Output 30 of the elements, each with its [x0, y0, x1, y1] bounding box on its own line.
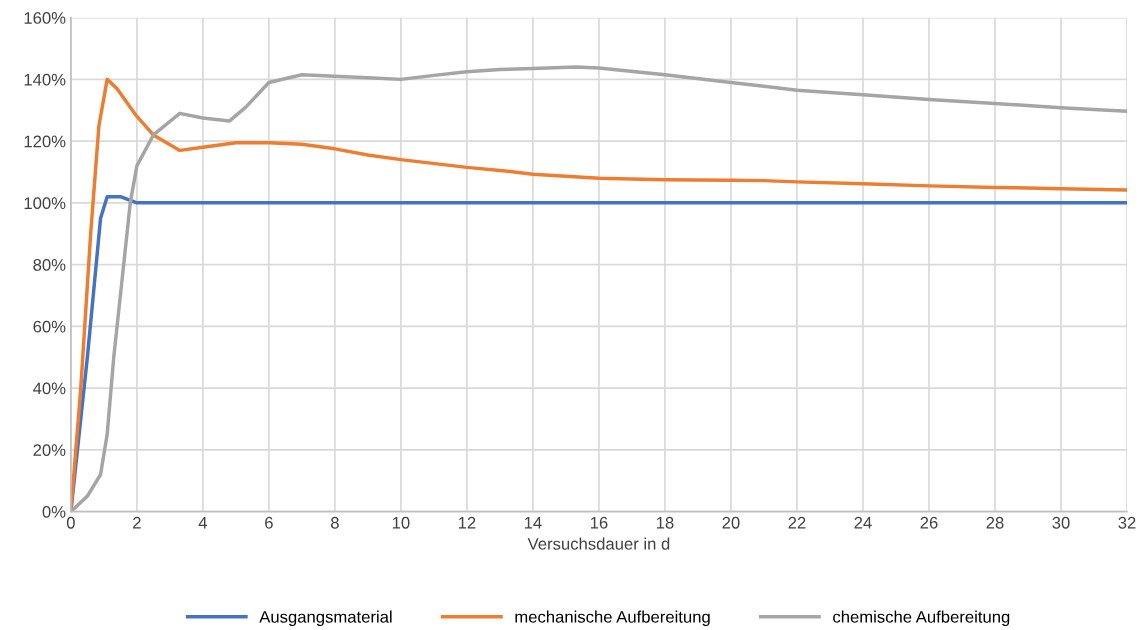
y-tick-label: 40%	[33, 382, 66, 395]
x-tick-label: 22	[788, 516, 806, 529]
x-tick-label: 6	[265, 516, 273, 529]
x-axis-title: Versuchsdauer in d	[527, 537, 670, 550]
y-tick-label: 0%	[42, 505, 66, 518]
x-tick-label: 4	[198, 517, 208, 529]
legend-label: Ausgangsmaterial	[259, 610, 392, 627]
legend-label: mechanische Aufbereitung	[515, 610, 710, 627]
y-tick-label: 140%	[24, 73, 66, 86]
x-tick-label: 14	[524, 517, 542, 529]
y-tick-label: 120%	[24, 135, 66, 148]
x-tick-label: 0	[66, 516, 75, 529]
x-tick-label: 18	[656, 516, 674, 529]
x-tick-label: 28	[986, 516, 1004, 529]
legend-label: chemische Aufbereitung	[833, 610, 1010, 627]
x-tick-label: 30	[1052, 516, 1070, 529]
x-tick-label: 2	[133, 516, 141, 529]
x-tick-label: 16	[590, 516, 608, 529]
x-tick-label: 26	[920, 516, 938, 529]
y-tick-label: 80%	[33, 259, 66, 271]
y-tick-label: 160%	[24, 12, 66, 24]
x-tick-label: 12	[458, 516, 476, 529]
y-tick-label: 60%	[33, 320, 66, 333]
y-tick-label: 20%	[33, 444, 66, 457]
x-tick-label: 20	[722, 516, 740, 529]
x-tick-label: 32	[1118, 516, 1136, 529]
y-tick-label: 100%	[24, 197, 66, 210]
x-tick-label: 24	[854, 516, 872, 529]
x-tick-label: 10	[392, 516, 410, 529]
x-tick-label: 8	[330, 516, 339, 529]
